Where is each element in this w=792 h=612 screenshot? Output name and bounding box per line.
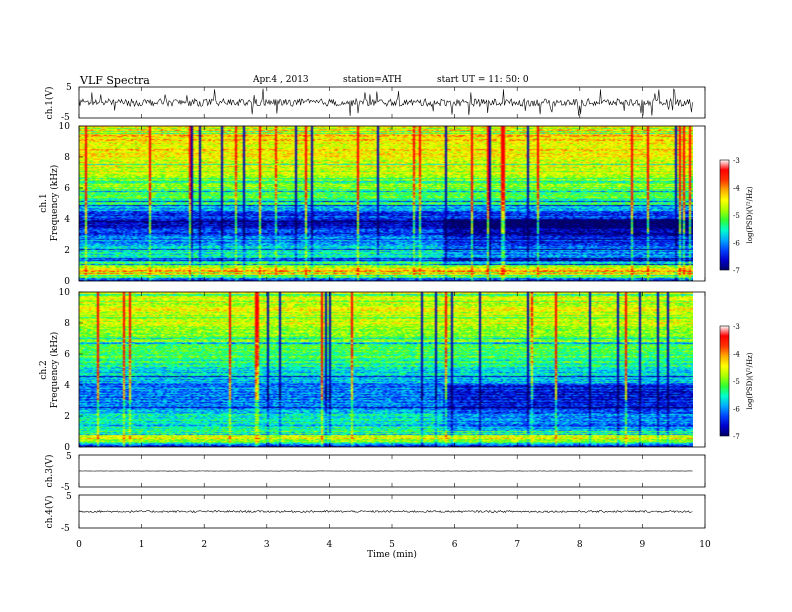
ch1-spectrogram-chlabel: ch.1 [39,193,49,212]
ch1-colorbar: -3 -4 -5 -6 -7 log(PSD)(V²/Hz) [719,157,754,275]
ch1-colorbar-tick--3: -3 [733,157,740,165]
ch1-colorbar-ticks: -3 -4 -5 -6 -7 [733,157,740,275]
ch1-frequency-ticks: 10 8 6 4 2 0 [59,122,83,287]
ch2-colorbar-gradient [719,325,730,437]
time-tick-label-2: 2 [201,540,207,550]
ch2-freq-ytick-label-6: 6 [64,350,70,360]
ch1-waveform-ylabel: ch.1(V) [44,87,55,120]
date-label: Apr.4 , 2013 [252,75,309,85]
ch3-ytick-top: 5 [66,452,72,462]
time-axis-label: Time (min) [367,549,417,560]
ch2-spectrogram-chlabel: ch.2 [39,360,49,379]
time-tick-label-3: 3 [264,540,270,550]
ch4-waveform-frame [78,494,706,529]
ch2-colorbar-tick--6: -6 [733,406,740,414]
start-time-label: start UT = 11: 50: 0 [437,75,529,85]
station-label: station=ATH [343,75,402,85]
ch1-freq-ytick-label-0: 0 [64,277,70,287]
ch1-ytick-top: 5 [66,83,72,93]
ch4-waveform-ylabel: ch.4(V) [44,496,55,529]
ch1-ytick-bottom: -5 [61,113,70,123]
time-tick-label-9: 9 [640,540,646,550]
time-tick-label-0: 0 [76,540,82,550]
ch3-waveform-ylabel: ch.3(V) [44,455,55,488]
ch1-freq-ytick-label-4: 4 [64,215,70,225]
ch1-freq-ytick-label-2: 2 [64,246,70,256]
time-tick-label-4: 4 [327,540,333,550]
ch1-colorbar-gradient [719,159,730,271]
ch1-freq-ytick-label-8: 8 [64,153,70,163]
ch2-colorbar-ticks: -3 -4 -5 -6 -7 [733,323,740,441]
ch2-colorbar: -3 -4 -5 -6 -7 log(PSD)(V²/Hz) [719,323,754,441]
ch4-ytick-bottom: -5 [61,524,70,534]
ch2-freq-ytick-label-0: 0 [64,443,70,453]
time-tick-label-10: 10 [699,540,711,550]
ch4-waveform-trace [78,509,693,514]
ch3-waveform-panel: 5 -5 ch.3(V) [44,452,706,493]
ch4-ytick-top: 5 [66,492,72,502]
ch1-colorbar-label: log(PSD)(V²/Hz) [746,186,754,243]
ch1-colorbar-tick--6: -6 [733,240,740,248]
ch2-freq-ytick-label-2: 2 [64,412,70,422]
ch2-colorbar-tick--4: -4 [733,351,740,359]
time-tick-label-1: 1 [139,540,145,550]
ch2-freq-ytick-label-10: 10 [59,288,71,298]
time-tick-label-8: 8 [577,540,583,550]
ch1-frequency-ylabel: Frequency (kHz) [49,165,60,242]
time-tick-label-6: 6 [452,540,458,550]
ch2-spectrogram-image [79,292,693,447]
ch1-waveform-trace [78,88,693,116]
ch4-waveform-panel: 5 -5 ch.4(V) [44,492,706,534]
ch1-colorbar-tick--4: -4 [733,185,740,193]
time-tick-label-7: 7 [514,540,520,550]
ch2-colorbar-tick--7: -7 [733,433,740,441]
ch2-freq-ytick-label-8: 8 [64,319,70,329]
ch2-spectrogram-panel: 10 8 6 4 2 0 ch.2 Frequency (kHz) [39,288,706,453]
ch1-freq-ytick-label-10: 10 [59,122,71,132]
ch2-frequency-ticks: 10 8 6 4 2 0 [59,288,83,453]
time-tick-label-5: 5 [389,540,395,550]
ch1-waveform-panel: 5 -5 ch.1(V) [44,83,706,123]
ch1-colorbar-tick--5: -5 [733,212,740,220]
ch2-colorbar-label: log(PSD)(V²/Hz) [746,352,754,409]
figure-title: VLF Spectra [79,74,150,87]
time-axis-ticks: 0 1 2 3 4 5 6 7 8 9 10 [76,87,711,550]
ch1-freq-ytick-label-6: 6 [64,184,70,194]
ch1-spectrogram-image [79,126,693,281]
ch1-colorbar-tick--7: -7 [733,267,740,275]
ch2-colorbar-tick--3: -3 [733,323,740,331]
ch3-ytick-bottom: -5 [61,483,70,493]
ch2-frequency-ylabel: Frequency (kHz) [49,332,60,409]
ch2-freq-ytick-label-4: 4 [64,381,70,391]
ch1-spectrogram-panel: 10 8 6 4 2 0 ch.1 Frequency (kHz) [39,122,706,287]
ch2-colorbar-tick--5: -5 [733,378,740,386]
